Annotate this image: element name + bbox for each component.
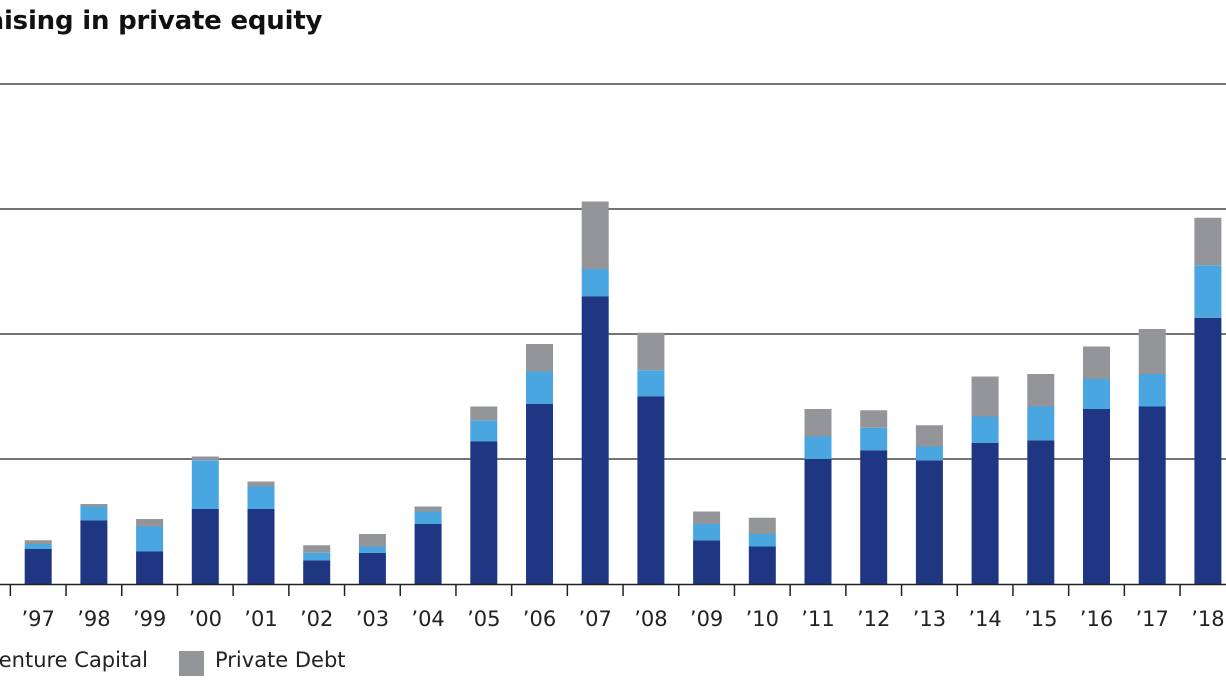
bar-segment-series-0-15 xyxy=(804,459,832,584)
bar-segment-private-debt-18 xyxy=(971,376,999,417)
bar-segment-series-0-19 xyxy=(1027,440,1055,584)
bar-segment-venture-capital-18 xyxy=(971,416,999,443)
legend-label-venture-capital: Venture Capital xyxy=(0,648,148,672)
bar-segment-private-debt-19 xyxy=(1027,374,1055,407)
x-tick-label: ’02 xyxy=(300,607,333,631)
x-tick-label: ’07 xyxy=(578,607,611,631)
bar-segment-private-debt-6 xyxy=(303,545,331,553)
bar-segment-private-debt-10 xyxy=(526,344,553,372)
x-tick-label: ’97 xyxy=(21,607,54,631)
bar-segment-venture-capital-13 xyxy=(693,524,721,541)
bar-segment-series-0-13 xyxy=(693,540,721,584)
bar-segment-venture-capital-9 xyxy=(470,420,498,442)
bar-segment-venture-capital-5 xyxy=(247,486,275,509)
x-tick-labels: 6’97’98’99’00’01’02’03’04’05’06’07’08’09… xyxy=(21,607,1224,631)
bar-segment-venture-capital-12 xyxy=(637,370,665,397)
bar-segment-venture-capital-4 xyxy=(191,460,219,509)
bar-segment-series-0-17 xyxy=(915,460,943,584)
bar-segment-private-debt-12 xyxy=(637,332,665,371)
bar-segment-venture-capital-3 xyxy=(136,526,164,552)
x-tick-label: ’13 xyxy=(913,607,946,631)
bar-segment-private-debt-21 xyxy=(1138,329,1166,374)
bars xyxy=(24,201,1222,584)
x-tick-label: ’03 xyxy=(356,607,389,631)
bar-segment-private-debt-22 xyxy=(1194,217,1222,266)
bar-segment-venture-capital-8 xyxy=(414,511,442,524)
bar-segment-series-0-1 xyxy=(24,549,52,584)
bar-segment-series-0-11 xyxy=(581,296,609,584)
x-tick-label: ’09 xyxy=(690,607,723,631)
bar-segment-private-debt-15 xyxy=(804,409,832,437)
bar-segment-private-debt-5 xyxy=(247,481,275,487)
x-tick-label: ’08 xyxy=(634,607,667,631)
chart-title: raising in private equity xyxy=(0,6,323,36)
bar-segment-private-debt-20 xyxy=(1083,346,1110,379)
bar-segment-series-0-20 xyxy=(1083,409,1110,584)
x-tick-label: ’98 xyxy=(77,607,110,631)
bar-segment-venture-capital-11 xyxy=(581,269,609,297)
bar-segment-venture-capital-17 xyxy=(915,446,943,461)
bar-segment-series-0-18 xyxy=(971,442,999,584)
bar-segment-venture-capital-10 xyxy=(526,371,553,404)
x-tick-label: ’11 xyxy=(801,607,834,631)
x-tick-label: ’12 xyxy=(857,607,890,631)
bar-segment-venture-capital-21 xyxy=(1138,374,1166,407)
bar-segment-series-0-3 xyxy=(136,551,164,584)
bar-segment-venture-capital-19 xyxy=(1027,406,1055,441)
bar-segment-series-0-4 xyxy=(191,509,219,584)
bar-segment-private-debt-7 xyxy=(358,534,386,547)
bar-segment-series-0-12 xyxy=(637,396,665,584)
bar-segment-private-debt-2 xyxy=(80,504,108,507)
bar-segment-private-debt-17 xyxy=(915,425,943,447)
x-tick-label: ’10 xyxy=(746,607,779,631)
bar-segment-series-0-7 xyxy=(358,552,386,584)
bar-segment-private-debt-1 xyxy=(24,540,52,544)
x-axis xyxy=(0,583,1226,596)
bar-segment-private-debt-9 xyxy=(470,406,498,421)
legend-item-venture-capital: Venture Capital xyxy=(0,648,148,672)
bar-segment-series-0-2 xyxy=(80,520,108,584)
x-tick-label: ’04 xyxy=(411,607,444,631)
bar-segment-venture-capital-6 xyxy=(303,552,331,561)
bar-segment-private-debt-13 xyxy=(693,511,721,524)
bar-segment-venture-capital-1 xyxy=(24,544,52,549)
bar-segment-series-0-6 xyxy=(303,560,331,584)
bar-segment-series-0-10 xyxy=(526,404,553,584)
bar-segment-private-debt-11 xyxy=(581,201,609,269)
bar-segment-private-debt-3 xyxy=(136,519,164,527)
bar-segment-series-0-14 xyxy=(748,546,776,584)
x-tick-label: ’05 xyxy=(467,607,500,631)
bar-segment-series-0-22 xyxy=(1194,317,1222,584)
x-tick-label: ’99 xyxy=(133,607,166,631)
bar-segment-venture-capital-2 xyxy=(80,506,108,521)
bar-segment-series-0-8 xyxy=(414,524,442,584)
bar-segment-private-debt-14 xyxy=(748,517,776,534)
bar-segment-private-debt-4 xyxy=(191,456,219,461)
legend-swatch-private-debt xyxy=(179,651,204,676)
bar-segment-venture-capital-14 xyxy=(748,534,776,547)
bar-segment-series-0-21 xyxy=(1138,406,1166,584)
bar-segment-venture-capital-20 xyxy=(1083,379,1110,409)
x-tick-label: ’01 xyxy=(244,607,277,631)
x-tick-label: ’16 xyxy=(1080,607,1113,631)
x-tick-label: ’17 xyxy=(1135,607,1168,631)
bar-segment-venture-capital-16 xyxy=(860,427,888,451)
x-tick-label: ’00 xyxy=(189,607,222,631)
x-tick-label: ’15 xyxy=(1024,607,1057,631)
bar-segment-venture-capital-22 xyxy=(1194,265,1222,318)
bar-segment-private-debt-8 xyxy=(414,506,442,512)
bar-segment-venture-capital-7 xyxy=(358,546,386,553)
x-tick-label: ’18 xyxy=(1191,607,1224,631)
bar-segment-series-0-16 xyxy=(860,450,888,584)
x-tick-label: ’14 xyxy=(968,607,1001,631)
bar-segment-private-debt-16 xyxy=(860,410,888,428)
bar-segment-series-0-5 xyxy=(247,509,275,584)
x-tick-label: ’06 xyxy=(523,607,556,631)
bar-segment-series-0-9 xyxy=(470,441,498,584)
bar-segment-venture-capital-15 xyxy=(804,436,832,459)
legend-label-private-debt: Private Debt xyxy=(215,648,346,672)
